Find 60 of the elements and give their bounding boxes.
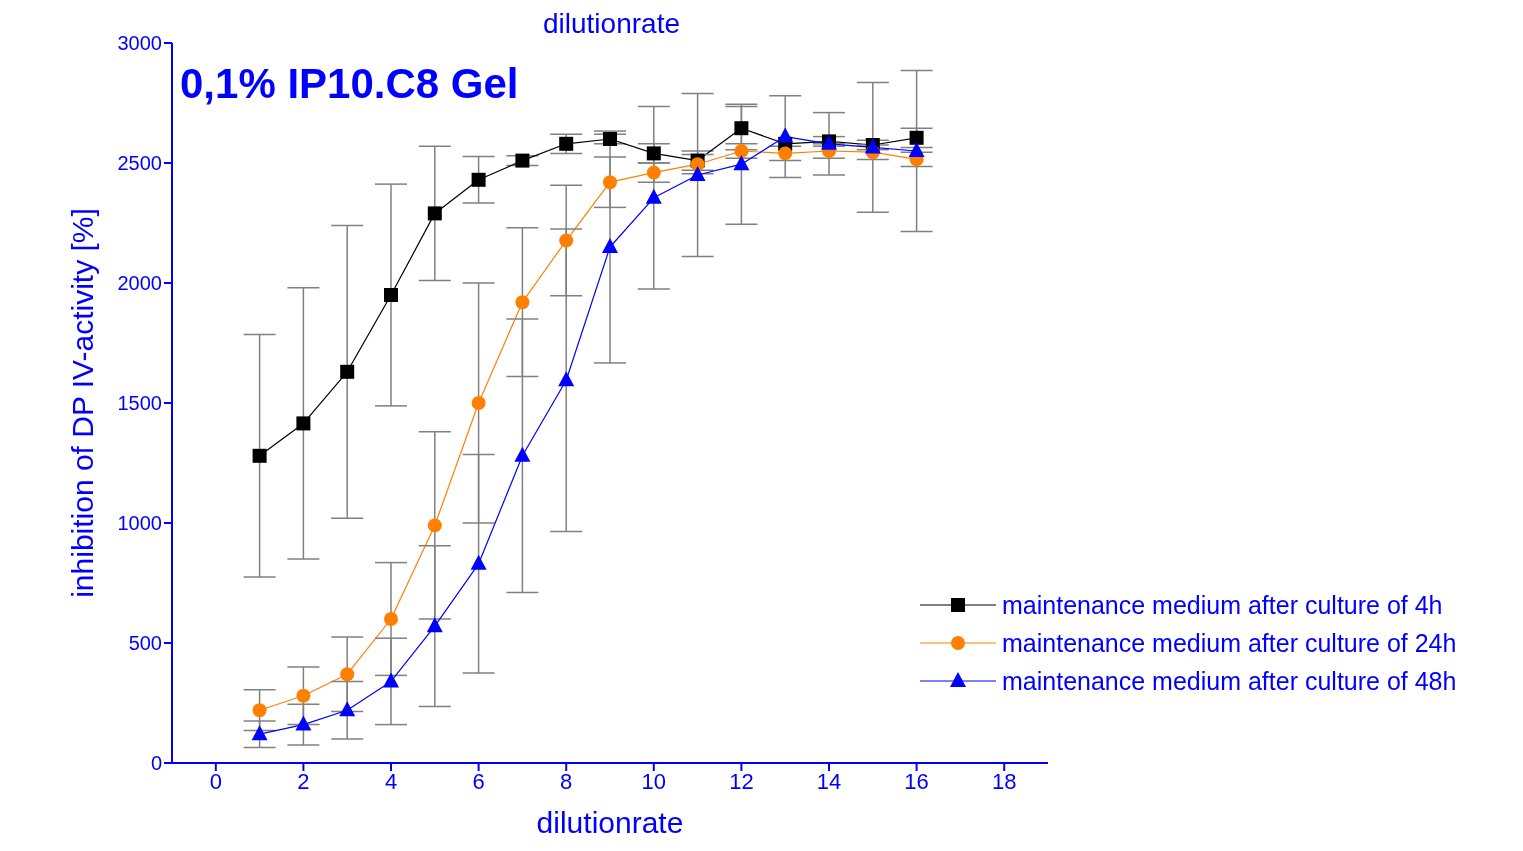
point — [427, 206, 442, 221]
point — [383, 672, 399, 688]
point — [340, 667, 355, 682]
point — [252, 448, 267, 463]
y-tick-label: 1000 — [117, 512, 162, 535]
point — [340, 364, 355, 379]
x-tick-label: 16 — [904, 768, 929, 794]
x-tick-label: 2 — [297, 768, 310, 794]
point — [471, 172, 486, 187]
point — [427, 518, 442, 533]
y-tick-label: 0 — [150, 752, 162, 775]
y-tick-label: 1500 — [117, 392, 162, 415]
x-tick-label: 14 — [816, 768, 842, 794]
point — [559, 233, 574, 248]
point — [777, 127, 794, 143]
point — [603, 132, 617, 146]
point — [909, 130, 924, 145]
point — [908, 142, 925, 157]
point — [689, 166, 706, 181]
point — [602, 238, 618, 253]
point — [778, 146, 793, 161]
x-tick-label: 12 — [729, 768, 754, 794]
x-tick-label: 10 — [641, 768, 667, 794]
x-tick-label: 8 — [560, 768, 573, 794]
y-tick-label: 3000 — [117, 32, 162, 55]
point — [471, 396, 486, 410]
point — [515, 295, 530, 310]
y-tick-label: 500 — [128, 632, 162, 655]
point — [295, 715, 312, 731]
y-axis-title: inhibition of DP IV-activity [%] — [65, 208, 99, 598]
point — [558, 371, 575, 387]
text: dilutionrate — [543, 8, 680, 39]
legend-label: maintenance medium after culture of 48h — [1002, 666, 1457, 696]
point — [603, 175, 617, 190]
point — [339, 701, 356, 717]
chart-title: 0,1% IP10.C8 Gel — [180, 60, 519, 108]
legend-label: maintenance medium after culture of 4h — [1002, 590, 1443, 620]
point — [426, 617, 443, 633]
point — [734, 121, 749, 136]
x-tick-label: 0 — [209, 768, 222, 794]
x-tick-label: 6 — [472, 768, 485, 794]
point — [734, 144, 749, 158]
point — [252, 703, 267, 718]
x-tick-label: 18 — [991, 768, 1017, 794]
point — [515, 153, 530, 168]
point — [470, 554, 487, 570]
point — [559, 136, 574, 151]
y-tick-label: 2000 — [117, 272, 162, 295]
y-tick-label: 2500 — [117, 152, 162, 175]
x-axis-title: dilutionrate — [536, 806, 684, 839]
legend-label: maintenance medium after culture of 24h — [1002, 628, 1457, 658]
point — [645, 188, 662, 204]
point — [733, 155, 750, 171]
point — [296, 416, 311, 431]
point — [251, 725, 268, 741]
point — [296, 688, 311, 703]
point — [514, 446, 531, 462]
point — [384, 288, 398, 302]
point — [384, 612, 398, 626]
x-tick-label: 4 — [384, 768, 398, 794]
